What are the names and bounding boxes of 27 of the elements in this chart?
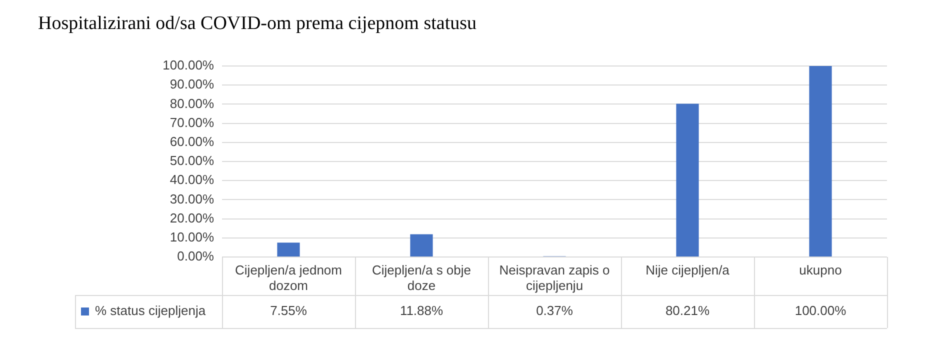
y-tick-label: 50.00%: [170, 153, 214, 168]
y-tick-label: 70.00%: [170, 114, 214, 130]
data-label: 80.21%: [665, 303, 710, 318]
data-label: 7.55%: [270, 303, 308, 318]
x-tick-label: Neispravan zapis o cijepljenju: [499, 262, 610, 293]
y-tick-label: 20.00%: [170, 210, 214, 226]
x-tick-label: Nije cijepljen/a: [646, 262, 730, 278]
data-label: 100.00%: [794, 303, 847, 318]
bar: [676, 104, 699, 256]
y-tick-label: 10.00%: [170, 229, 214, 244]
chart-title: Hospitalizirani od/sa COVID-om prema cijepnom statusu: [38, 13, 476, 35]
y-tick-label: 60.00%: [170, 134, 214, 149]
x-tick-label: ukupno: [799, 262, 842, 278]
legend-label: % status cijepljenja: [95, 303, 206, 318]
data-label: 11.88%: [400, 303, 444, 318]
data-label: 0.37%: [536, 303, 574, 318]
y-tick-label: 90.00%: [170, 76, 214, 92]
y-tick-label: 40.00%: [170, 172, 214, 188]
y-tick-label: 30.00%: [170, 191, 214, 206]
bar: [277, 242, 300, 256]
x-tick-label: Cijepljen/a s obje doze: [372, 262, 472, 293]
bar: [410, 234, 433, 256]
y-tick-label: 80.00%: [170, 96, 214, 111]
bar: [809, 66, 832, 256]
x-tick-label: Cijepljen/a jednom dozom: [235, 262, 342, 293]
y-tick-label: 100.00%: [162, 58, 214, 73]
y-tick-label: 0.00%: [177, 248, 214, 264]
